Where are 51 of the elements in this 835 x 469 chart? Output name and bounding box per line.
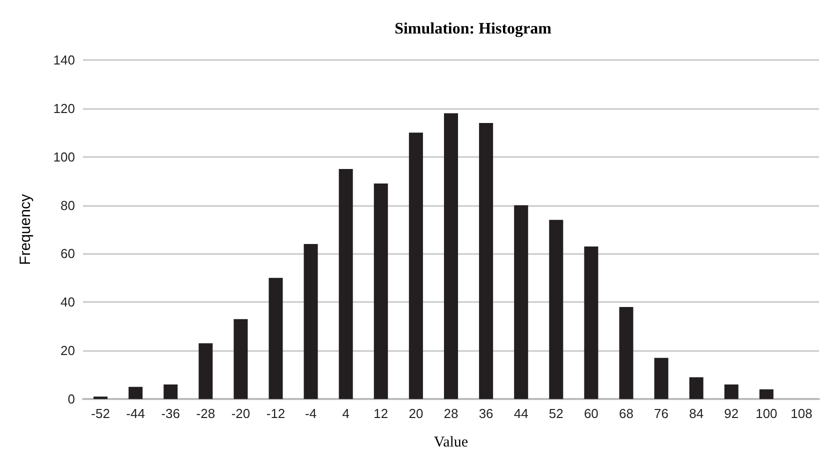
x-tick-label: 92 [724,406,739,421]
bar [514,205,528,399]
y-tick-label: 20 [60,343,75,358]
bar [198,343,213,399]
x-tick-label: -52 [91,406,110,421]
x-tick-label: -4 [305,406,317,421]
chart-title: Simulation: Histogram [394,20,552,38]
x-tick-label: -28 [196,406,216,421]
x-tick-label: -44 [126,406,145,421]
x-tick-label: 100 [756,406,778,421]
bar [304,244,318,399]
y-tick-label: 100 [53,149,75,164]
x-axis-title: Value [434,434,468,450]
x-tick-label: 68 [619,406,634,421]
bar [619,306,634,399]
x-tick-label: 52 [548,406,564,421]
x-tick-label: 20 [408,406,424,421]
x-tick-label: -36 [161,406,180,421]
y-tick-label: 120 [53,100,75,116]
x-tick-label: 60 [584,406,598,421]
bar [164,384,178,399]
bar [584,246,598,399]
bar [549,220,564,399]
bar [408,132,423,399]
bar [128,386,143,399]
y-tick-label: 140 [53,52,75,68]
bar [268,278,283,399]
x-tick-label: 84 [689,406,704,421]
x-tick-label: -12 [266,406,286,421]
x-tick-label: 108 [790,406,812,421]
x-tick-label: 28 [444,406,458,421]
bar [444,113,458,399]
y-tick-label: 60 [60,246,75,262]
y-axis-title: Frequency [17,194,34,265]
bar [724,384,738,399]
x-tick-label: 4 [342,406,350,421]
bar [374,183,388,399]
y-tick-label: 80 [60,198,75,213]
bar [689,377,704,399]
bar [654,358,668,399]
bar [479,122,494,399]
x-tick-label: 12 [374,406,388,421]
y-tick-label: 40 [60,294,75,310]
x-tick-label: 36 [478,406,494,421]
x-tick-label: 44 [514,406,528,421]
x-tick-label: 76 [654,406,669,421]
x-tick-label: -20 [231,406,250,421]
y-tick-label: 0 [68,392,75,406]
bar [338,168,353,399]
bar [234,319,248,399]
bar [759,389,774,399]
